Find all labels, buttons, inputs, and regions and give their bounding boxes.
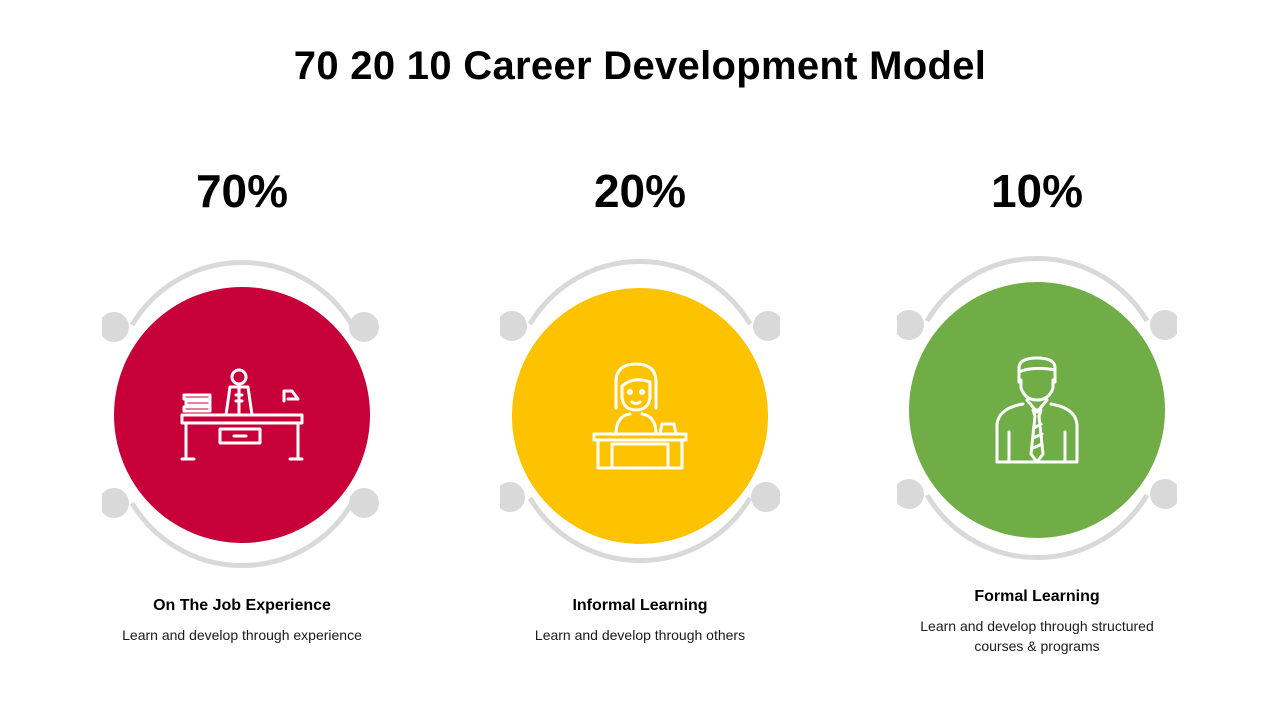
businessman-icon [995,356,1079,464]
percent-value: 20% [593,165,687,217]
orbit-ring [897,256,1177,560]
orbit-ring [102,260,379,568]
page-title: 70 20 10 Career Development Model [293,44,987,88]
worker-at-desk-icon [180,368,304,461]
item-description: Learn and develop through others [534,627,746,643]
item-label: On The Job Experience [153,597,331,614]
item-label: Formal Learning [974,588,1100,605]
orbit-ring [500,259,780,563]
percent-value: 10% [990,165,1084,217]
item-description: Learn and develop through structured cou… [920,618,1154,654]
model-item-formal: 10% Formal Learning Learn and develop th… [877,0,1197,720]
item-label: Informal Learning [572,597,708,614]
woman-at-desk-icon [592,362,688,470]
colored-disc [114,287,370,543]
model-item-on-the-job: 70% On The Job Experience [82,0,402,720]
percent-value: 70% [195,165,289,217]
model-item-informal: 20% Informal Learning Learn and develop [480,0,800,720]
colored-disc [512,288,768,544]
colored-disc [909,282,1165,538]
item-description: Learn and develop through experience [122,627,362,643]
